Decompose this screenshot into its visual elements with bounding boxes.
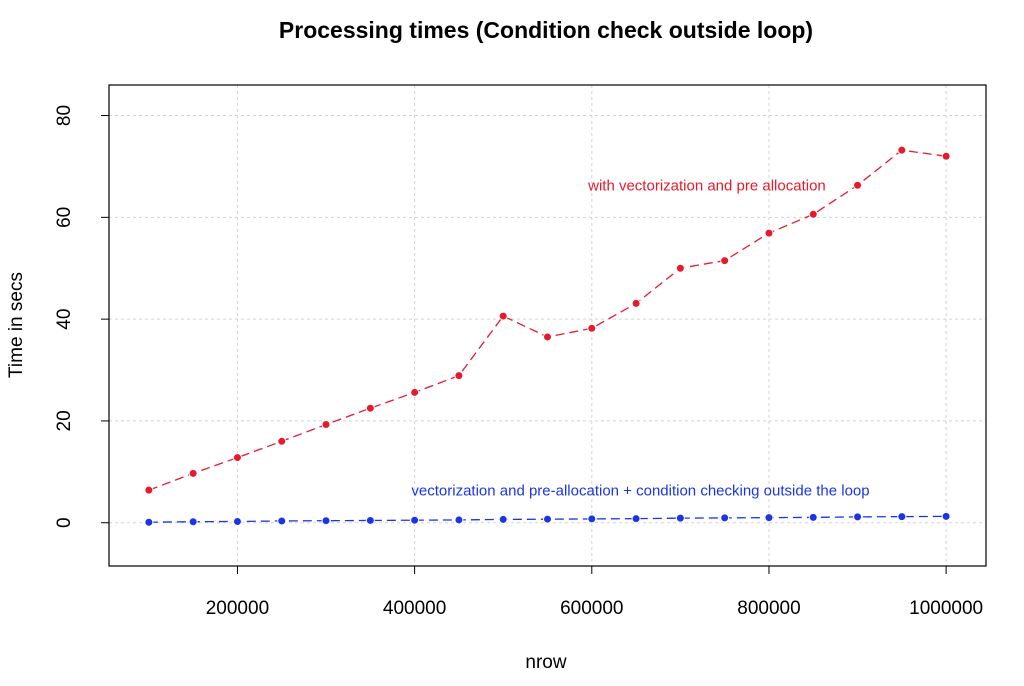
x-tick-label: 1000000 — [909, 598, 983, 619]
data-point — [321, 516, 331, 526]
data-point — [454, 371, 464, 381]
data-point — [498, 514, 508, 524]
data-point — [543, 332, 552, 342]
data-point — [454, 515, 464, 525]
data-point — [188, 517, 198, 527]
data-point — [720, 513, 730, 523]
data-point — [808, 209, 818, 219]
data-point — [365, 403, 375, 413]
x-tick-label: 200000 — [206, 598, 269, 619]
data-point — [675, 263, 685, 273]
data-point — [587, 323, 597, 333]
y-tick-label: 60 — [54, 207, 75, 228]
y-tick-label: 40 — [54, 309, 75, 330]
data-point — [897, 145, 907, 155]
data-point — [897, 512, 907, 522]
grid — [109, 85, 986, 566]
data-point — [277, 516, 287, 526]
data-point — [498, 311, 508, 321]
data-point — [764, 513, 774, 523]
plot-frame — [108, 84, 987, 567]
data-point — [144, 485, 154, 495]
y-axis-label: Time in secs — [6, 272, 27, 378]
data-point — [764, 228, 774, 238]
data-point — [410, 515, 420, 525]
data-point — [720, 256, 730, 266]
x-tick-label: 800000 — [737, 598, 800, 619]
x-axis-label: nrow — [525, 652, 566, 673]
x-tick-label: 400000 — [383, 598, 446, 619]
data-point — [232, 516, 242, 526]
data-point — [232, 453, 242, 463]
series-line-1 — [148, 149, 947, 491]
data-point — [941, 151, 951, 161]
data-point — [631, 298, 641, 308]
data-point — [365, 515, 375, 525]
data-point — [631, 514, 641, 524]
x-tick-label: 600000 — [560, 598, 623, 619]
annotations: with vectorization and pre allocation vec… — [411, 177, 869, 499]
data-point — [144, 517, 154, 527]
data-point — [808, 512, 818, 522]
data-point — [853, 180, 863, 190]
series-group — [144, 145, 951, 527]
data-point — [543, 514, 552, 524]
data-point — [587, 514, 597, 524]
data-point — [410, 387, 420, 397]
y-tick-label: 20 — [54, 410, 75, 431]
chart-title: Processing times (Condition check outsid… — [279, 17, 813, 43]
series-annotation-1: with vectorization and pre allocation — [587, 177, 826, 194]
data-point — [321, 419, 331, 429]
axes: 200000 400000 600000 800000 1000000 0 20 40 60 80 — [54, 105, 983, 619]
data-point — [675, 513, 685, 523]
y-tick-label: 0 — [54, 517, 75, 528]
series-annotation-2: vectorization and pre-allocation + condi… — [411, 483, 869, 500]
data-point — [941, 511, 951, 521]
data-point — [277, 436, 287, 446]
data-point — [188, 468, 198, 478]
data-point — [853, 512, 863, 522]
y-tick-label: 80 — [54, 105, 75, 126]
